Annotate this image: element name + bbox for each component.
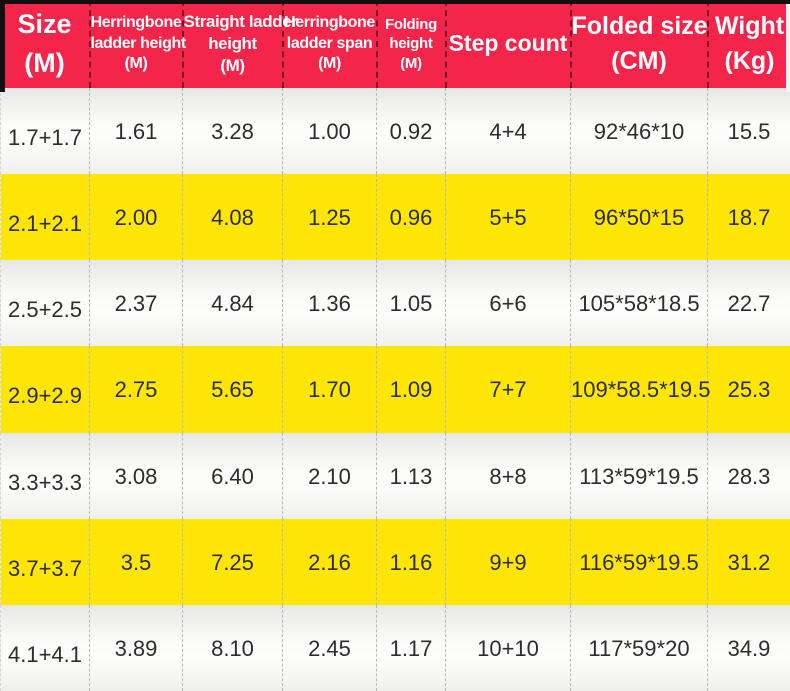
column-header-label: Folded size (CM) xyxy=(571,12,708,75)
table-cell: 2.16 xyxy=(282,518,377,605)
column-header-folded-size: Folded size (CM) xyxy=(569,0,708,88)
table-cell: 34.9 xyxy=(707,604,790,691)
table-row: 1.7+1.7 1.61 3.28 1.00 0.92 4+4 92*46*10 15.5 xyxy=(0,88,790,175)
table-cell: 18.7 xyxy=(707,174,790,261)
table-cell: 3.5 xyxy=(89,518,183,605)
header-left-border xyxy=(0,0,5,92)
table-cell: 9+9 xyxy=(445,518,571,605)
table-cell: 2.10 xyxy=(282,432,377,519)
table-header-row: Size (M) Herringbone ladder height (M) Str… xyxy=(0,0,790,88)
table-cell: 4.08 xyxy=(182,174,283,261)
column-header-size: Size (M) xyxy=(0,0,90,88)
table-cell: 7.25 xyxy=(182,518,283,605)
table-cell: 113*59*19.5 xyxy=(570,432,708,519)
table-cell: 1.36 xyxy=(282,260,377,347)
table-row: 4.1+4.1 3.89 8.10 2.45 1.17 10+10 117*59*20 34.… xyxy=(0,604,790,691)
table-cell: 1.09 xyxy=(376,346,446,433)
table-cell: 1.05 xyxy=(376,260,446,347)
column-header-herringbone-ladder-height: Herringbone ladder height (M) xyxy=(88,0,187,88)
table-row: 2.9+2.9 2.75 5.65 1.70 1.09 7+7 109*58.5*19.5 2… xyxy=(0,346,790,433)
table-cell: 5+5 xyxy=(445,174,571,261)
table-cell: 105*58*18.5 xyxy=(570,260,708,347)
table-cell: 3.89 xyxy=(89,604,183,691)
table-cell: 22.7 xyxy=(707,260,790,347)
table-row: 3.3+3.3 3.08 6.40 2.10 1.13 8+8 113*59*19.5 28.… xyxy=(0,432,790,519)
table-cell: 1.61 xyxy=(89,88,183,175)
table-row: 2.1+2.1 2.00 4.08 1.25 0.96 5+5 96*50*15 18.7 xyxy=(0,174,790,261)
table-cell: 109*58.5*19.5 xyxy=(570,346,710,433)
table-cell: 1.25 xyxy=(282,174,377,261)
table-cell: 5.65 xyxy=(182,346,283,433)
table-cell: 2.5+2.5 xyxy=(0,260,90,347)
header-right-edge xyxy=(786,4,790,92)
table-cell: 2.45 xyxy=(282,604,377,691)
table-row: 2.5+2.5 2.37 4.84 1.36 1.05 6+6 105*58*18.5 22.… xyxy=(0,260,790,347)
table-cell: 6.40 xyxy=(182,432,283,519)
table-cell: 0.92 xyxy=(376,88,446,175)
table-cell: 1.00 xyxy=(282,88,377,175)
column-header-folding-height: Folding height (M) xyxy=(375,0,446,88)
table-cell: 7+7 xyxy=(445,346,571,433)
table-cell: 116*59*19.5 xyxy=(570,518,708,605)
table-cell: 2.9+2.9 xyxy=(0,346,90,433)
table-cell: 15.5 xyxy=(707,88,790,175)
table-cell: 1.17 xyxy=(376,604,446,691)
table-row: 3.7+3.7 3.5 7.25 2.16 1.16 9+9 116*59*19.5 31.2 xyxy=(0,518,790,605)
table-cell: 2.37 xyxy=(89,260,183,347)
table-cell: 96*50*15 xyxy=(570,174,708,261)
table-cell: 3.3+3.3 xyxy=(0,432,90,519)
table-cell: 28.3 xyxy=(707,432,790,519)
column-header-straight-ladder-height: Straight ladder height (M) xyxy=(181,0,298,88)
table-cell: 8+8 xyxy=(445,432,571,519)
table-cell: 1.70 xyxy=(282,346,377,433)
table-cell: 1.16 xyxy=(376,518,446,605)
table-cell: 3.28 xyxy=(182,88,283,175)
table-cell: 4.1+4.1 xyxy=(0,604,90,691)
column-header-label: Wight (Kg) xyxy=(714,12,785,75)
table-cell: 3.08 xyxy=(89,432,183,519)
table-cell: 2.1+2.1 xyxy=(0,174,90,261)
column-header-label: Folding height (M) xyxy=(384,15,438,72)
column-header-label: Straight ladder height (M) xyxy=(183,11,298,76)
table-cell: 117*59*20 xyxy=(570,604,708,691)
table-cell: 2.00 xyxy=(89,174,183,261)
table-cell: 92*46*10 xyxy=(570,88,708,175)
table-cell: 8.10 xyxy=(182,604,283,691)
table-cell: 0.96 xyxy=(376,174,446,261)
column-header-label: Size (M) xyxy=(17,8,72,78)
column-header-label: Herringbone ladder height (M) xyxy=(90,13,187,73)
table-cell: 25.3 xyxy=(707,346,790,433)
table-cell: 2.75 xyxy=(89,346,183,433)
table-cell: 3.7+3.7 xyxy=(0,518,90,605)
table-cell: 1.7+1.7 xyxy=(0,88,90,175)
column-header-step-count: Step count xyxy=(444,0,571,88)
column-header-herringbone-ladder-span: Herringbone ladder span (M) xyxy=(281,0,377,88)
table-cell: 1.13 xyxy=(376,432,446,519)
table-cell: 10+10 xyxy=(445,604,571,691)
column-header-label: Step count xyxy=(448,30,568,57)
column-header-label: Herringbone ladder span (M) xyxy=(284,13,375,73)
table-cell: 4+4 xyxy=(445,88,571,175)
column-header-weight: Wight (Kg) xyxy=(706,0,790,88)
table-cell: 31.2 xyxy=(707,518,790,605)
top-border xyxy=(0,0,790,4)
table-cell: 6+6 xyxy=(445,260,571,347)
table-cell: 4.84 xyxy=(182,260,283,347)
